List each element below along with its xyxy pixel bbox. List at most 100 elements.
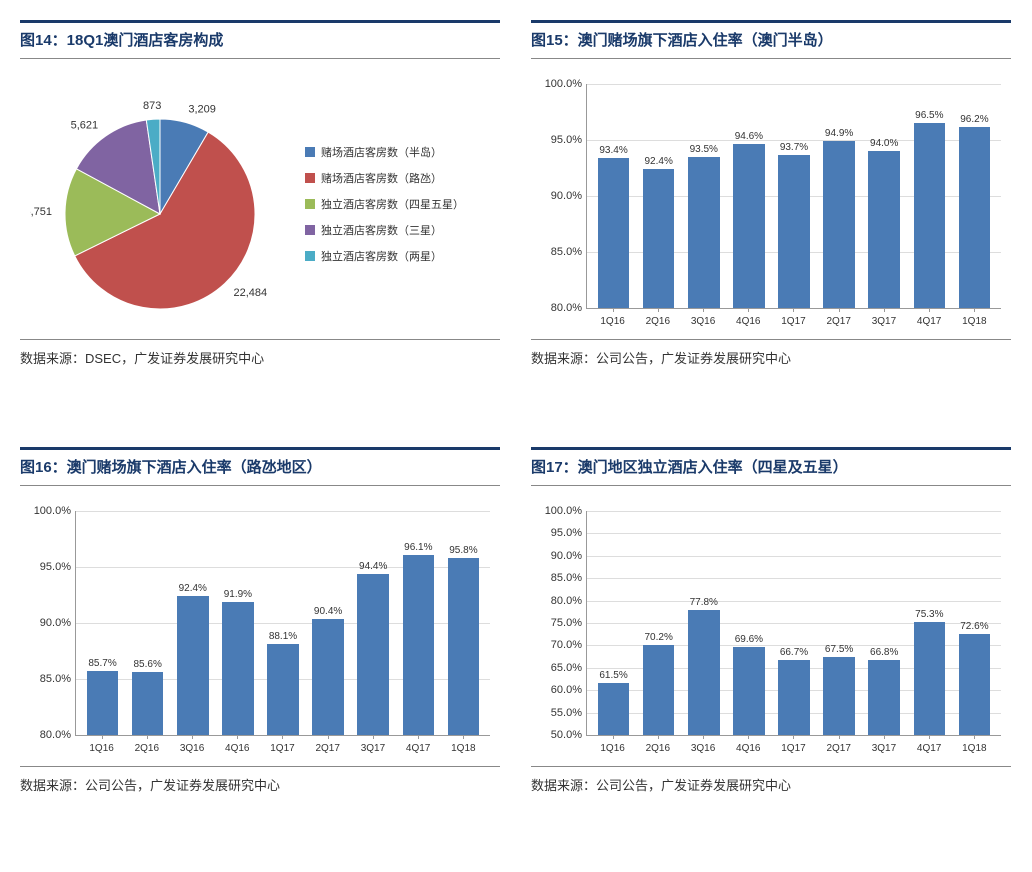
x-axis-label: 1Q17 [771, 312, 816, 334]
bar-wrap: 95.8% [441, 511, 486, 735]
y-axis-label: 65.0% [532, 662, 582, 674]
bar-wrap: 94.9% [817, 84, 862, 308]
bar-wrap: 66.8% [862, 511, 907, 735]
x-axis-label: 4Q16 [726, 312, 771, 334]
bar [87, 671, 119, 735]
bars-row: 93.4%92.4%93.5%94.6%93.7%94.9%94.0%96.5%… [587, 84, 1001, 308]
legend-label: 赌场酒店客房数（半岛） [321, 144, 442, 160]
x-axis-label: 2Q16 [124, 739, 169, 761]
bar-wrap: 61.5% [591, 511, 636, 735]
bar-value-label: 94.9% [825, 128, 853, 139]
panel-14-source: 数据来源：DSEC，广发证券发展研究中心 [20, 339, 500, 367]
legend-label: 独立酒店客房数（两星） [321, 248, 442, 264]
y-axis-label: 95.0% [532, 527, 582, 539]
panel-14-title: 图14：18Q1澳门酒店客房构成 [20, 20, 500, 59]
panel-16-source: 数据来源：公司公告，广发证券发展研究中心 [20, 766, 500, 794]
bar-value-label: 72.6% [960, 621, 988, 632]
legend-label: 独立酒店客房数（三星） [321, 222, 442, 238]
bar-plot: 80.0%85.0%90.0%95.0%100.0%93.4%92.4%93.5… [586, 84, 1001, 309]
x-axis-labels: 1Q162Q163Q164Q161Q172Q173Q174Q171Q18 [586, 312, 1001, 334]
bar-value-label: 67.5% [825, 644, 853, 655]
bar-value-label: 93.5% [690, 144, 718, 155]
bar-value-label: 93.7% [780, 142, 808, 153]
bar-value-label: 90.4% [314, 606, 342, 617]
pie-chart: 3,20922,4845,7515,621873 [30, 74, 290, 334]
pie-slice-label: 3,209 [188, 104, 216, 116]
bar [914, 622, 946, 735]
x-axis-label: 1Q18 [952, 312, 997, 334]
bar-wrap: 92.4% [636, 84, 681, 308]
bar [823, 657, 855, 735]
bar [733, 144, 765, 308]
x-axis-label: 1Q16 [79, 739, 124, 761]
x-axis-label: 4Q16 [726, 739, 771, 761]
x-axis-labels: 1Q162Q163Q164Q161Q172Q173Q174Q171Q18 [75, 739, 490, 761]
bar-wrap: 67.5% [817, 511, 862, 735]
bar-wrap: 72.6% [952, 511, 997, 735]
bar-wrap: 85.7% [80, 511, 125, 735]
bar-wrap: 91.9% [215, 511, 260, 735]
bar [868, 151, 900, 308]
panel-15-source: 数据来源：公司公告，广发证券发展研究中心 [531, 339, 1011, 367]
x-axis-label: 4Q16 [215, 739, 260, 761]
x-axis-label: 4Q17 [907, 739, 952, 761]
bar-value-label: 85.6% [133, 659, 161, 670]
x-axis-label: 2Q17 [305, 739, 350, 761]
bar-wrap: 94.6% [726, 84, 771, 308]
pie-slice-label: 22,484 [233, 287, 267, 299]
bar-wrap: 93.5% [681, 84, 726, 308]
bar-wrap: 96.2% [952, 84, 997, 308]
legend-item: 独立酒店客房数（四星五星） [305, 196, 464, 212]
y-axis-label: 55.0% [532, 707, 582, 719]
y-axis-label: 100.0% [21, 505, 71, 517]
panel-15: 图15：澳门赌场旗下酒店入住率（澳门半岛） 80.0%85.0%90.0%95.… [531, 20, 1011, 367]
legend-label: 独立酒店客房数（四星五星） [321, 196, 464, 212]
x-axis-labels: 1Q162Q163Q164Q161Q172Q173Q174Q171Q18 [586, 739, 1001, 761]
bar [868, 660, 900, 735]
y-axis-label: 60.0% [532, 684, 582, 696]
y-axis-label: 80.0% [532, 302, 582, 314]
panel-16-chart: 80.0%85.0%90.0%95.0%100.0%85.7%85.6%92.4… [20, 486, 500, 766]
bar-wrap: 70.2% [636, 511, 681, 735]
bar-value-label: 69.6% [735, 634, 763, 645]
bar-wrap: 96.1% [396, 511, 441, 735]
bar [914, 123, 946, 308]
x-axis-label: 1Q18 [441, 739, 486, 761]
bar-value-label: 92.4% [644, 156, 672, 167]
bar-wrap: 93.4% [591, 84, 636, 308]
y-axis-label: 90.0% [532, 550, 582, 562]
panel-15-title: 图15：澳门赌场旗下酒店入住率（澳门半岛） [531, 20, 1011, 59]
panel-16: 图16：澳门赌场旗下酒店入住率（路氹地区） 80.0%85.0%90.0%95.… [20, 447, 500, 794]
legend-label: 赌场酒店客房数（路氹） [321, 170, 442, 186]
bar-value-label: 94.6% [735, 131, 763, 142]
panel-17-chart: 50.0%55.0%60.0%65.0%70.0%75.0%80.0%85.0%… [531, 486, 1011, 766]
bar-wrap: 77.8% [681, 511, 726, 735]
x-axis-label: 1Q17 [771, 739, 816, 761]
pie-slice-label: 873 [143, 100, 161, 112]
bar-plot: 50.0%55.0%60.0%65.0%70.0%75.0%80.0%85.0%… [586, 511, 1001, 736]
bar [598, 158, 630, 308]
bar-wrap: 94.0% [862, 84, 907, 308]
panel-17: 图17：澳门地区独立酒店入住率（四星及五星） 50.0%55.0%60.0%65… [531, 447, 1011, 794]
bar [312, 619, 344, 735]
y-axis-label: 80.0% [532, 595, 582, 607]
bar-value-label: 85.7% [88, 658, 116, 669]
bar [177, 596, 209, 735]
bar [733, 647, 765, 735]
y-axis-label: 100.0% [532, 505, 582, 517]
y-axis-label: 90.0% [532, 190, 582, 202]
x-axis-label: 2Q17 [816, 739, 861, 761]
legend-item: 独立酒店客房数（三星） [305, 222, 464, 238]
bar-value-label: 96.1% [404, 542, 432, 553]
pie-slice-label: 5,621 [71, 119, 99, 131]
legend-swatch [305, 173, 315, 183]
bar-wrap: 88.1% [260, 511, 305, 735]
bar-wrap: 75.3% [907, 511, 952, 735]
bar [959, 634, 991, 735]
bar [132, 672, 164, 735]
x-axis-label: 1Q16 [590, 739, 635, 761]
bar-value-label: 66.8% [870, 647, 898, 658]
y-axis-label: 95.0% [21, 561, 71, 573]
bar [823, 141, 855, 308]
bar-value-label: 70.2% [644, 632, 672, 643]
